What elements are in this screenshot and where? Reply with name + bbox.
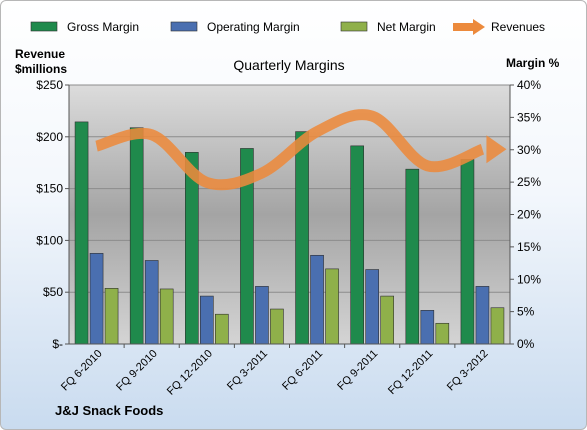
revenue-line-path — [94, 109, 485, 191]
x-tick-label: FQ 9-2011 — [335, 348, 380, 393]
x-tick-label: FQ 9-2010 — [114, 348, 160, 394]
right-tick-label: 0% — [517, 337, 535, 351]
x-tick-label: FQ 12-2010 — [165, 348, 215, 398]
bar-net-margin — [490, 307, 505, 345]
footer-label: J&J Snack Foods — [55, 403, 163, 418]
right-tick-label: 15% — [517, 240, 541, 254]
bar-operating-margin — [200, 295, 214, 345]
legend-label-revenues: Revenues — [491, 20, 545, 34]
x-tick-label: FQ 12-2011 — [386, 348, 435, 397]
revenue-line — [94, 109, 507, 191]
legend: Gross Margin Operating Margin Net Margin Re… — [30, 19, 545, 35]
bar-operating-margin — [89, 253, 104, 345]
bar-net-margin — [104, 288, 119, 345]
left-tick-label: $200 — [36, 130, 63, 144]
legend-swatch-net-margin — [340, 21, 368, 32]
x-tick-label: FQ 3-2012 — [445, 348, 491, 394]
right-tick-label: 10% — [517, 272, 541, 286]
left-tick-label: $150 — [36, 182, 63, 196]
right-axis-label: Margin % — [506, 56, 560, 70]
bar-net-margin — [380, 295, 394, 345]
bar-operating-margin — [475, 286, 490, 345]
right-tick-label: 5% — [517, 305, 535, 319]
left-tick-label: $100 — [36, 233, 63, 247]
x-tick-label: FQ 3-2011 — [225, 348, 270, 393]
legend-label-net-margin: Net Margin — [377, 20, 436, 34]
left-tick-label: $250 — [36, 78, 63, 92]
x-tick-label: FQ 6-2010 — [59, 348, 105, 394]
left-axis-label-line2: $millions — [15, 62, 67, 76]
right-tick-label: 30% — [517, 143, 541, 157]
bar-net-margin — [435, 322, 450, 345]
bar-net-margin — [159, 288, 174, 345]
bar-gross-margin — [74, 121, 89, 345]
bar-operating-margin — [255, 286, 269, 345]
bar-gross-margin — [295, 131, 309, 345]
bar-operating-margin — [144, 260, 159, 345]
left-axis-label-line1: Revenue — [15, 47, 65, 61]
legend-arrow-revenues — [473, 19, 485, 35]
right-tick-label: 25% — [517, 175, 541, 189]
bar-gross-margin — [350, 145, 364, 345]
bar-net-margin — [215, 313, 229, 345]
bar-gross-margin — [129, 127, 144, 345]
revenue-line-arrowhead — [486, 135, 507, 164]
bar-operating-margin — [310, 254, 324, 345]
bar-operating-margin — [365, 269, 379, 345]
right-tick-label: 35% — [517, 110, 541, 124]
right-tick-label: 40% — [517, 78, 541, 92]
bar-net-margin — [270, 308, 284, 345]
chart-title: Quarterly Margins — [233, 57, 344, 73]
legend-swatch-operating-margin — [170, 21, 198, 32]
left-tick-label: $- — [52, 337, 63, 351]
legend-label-gross-margin: Gross Margin — [67, 20, 139, 34]
x-tick-label: FQ 6-2011 — [280, 348, 325, 393]
legend-swatch-gross-margin — [30, 21, 58, 32]
bar-operating-margin — [420, 310, 435, 345]
right-tick-label: 20% — [517, 208, 541, 222]
legend-label-operating-margin: Operating Margin — [207, 20, 300, 34]
bar-gross-margin — [405, 168, 420, 345]
bar-net-margin — [325, 268, 339, 345]
bar-gross-margin — [460, 159, 475, 345]
left-tick-label: $50 — [43, 285, 63, 299]
